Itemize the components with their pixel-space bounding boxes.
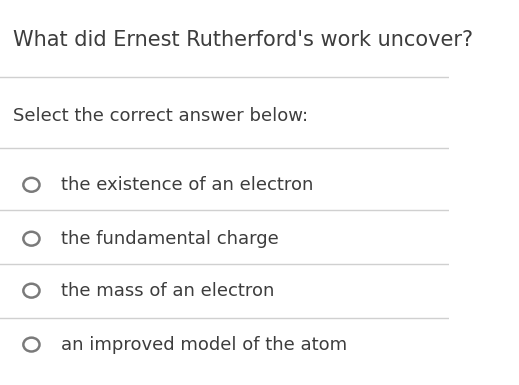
Text: the existence of an electron: the existence of an electron xyxy=(61,176,313,194)
Text: the mass of an electron: the mass of an electron xyxy=(61,282,274,300)
Text: What did Ernest Rutherford's work uncover?: What did Ernest Rutherford's work uncove… xyxy=(13,30,474,50)
Text: the fundamental charge: the fundamental charge xyxy=(61,230,278,248)
Text: an improved model of the atom: an improved model of the atom xyxy=(61,336,347,353)
Text: Select the correct answer below:: Select the correct answer below: xyxy=(13,107,309,124)
